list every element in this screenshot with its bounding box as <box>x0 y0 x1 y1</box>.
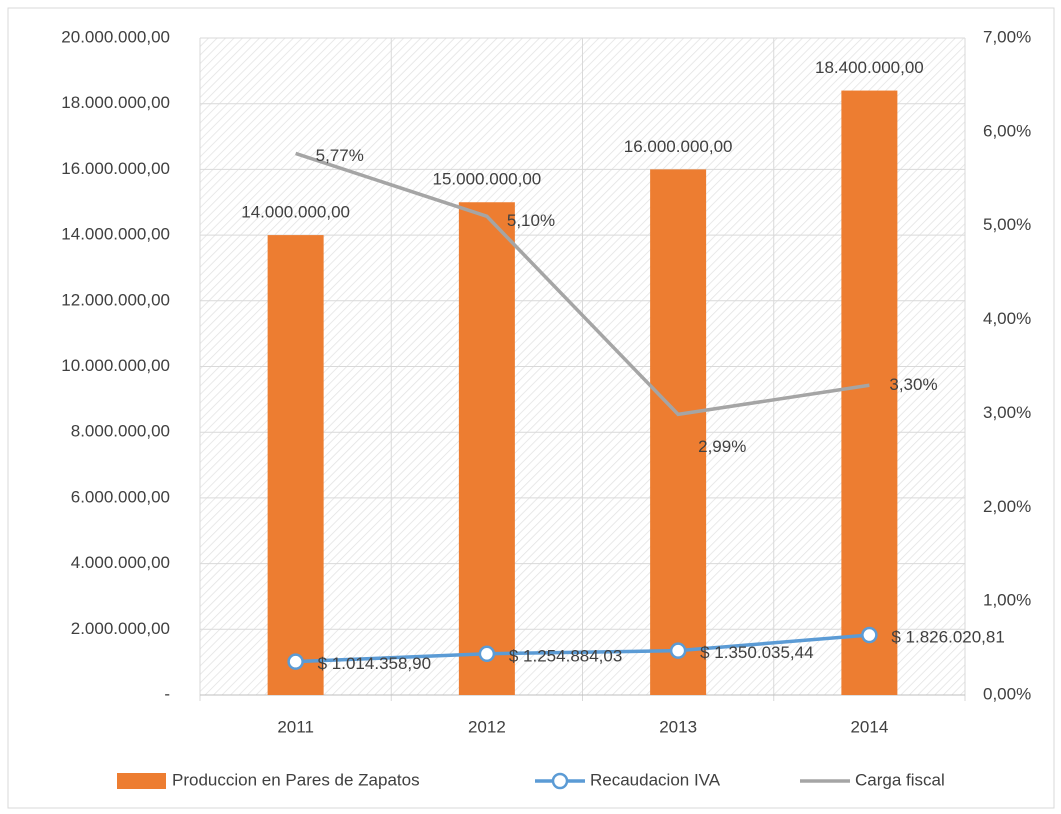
y-tick-label: - <box>164 684 170 703</box>
bar <box>267 235 324 695</box>
y-tick-label: 16.000.000,00 <box>61 159 170 178</box>
y-tick-label: 6.000.000,00 <box>71 487 170 506</box>
line <box>295 633 870 664</box>
y2-tick-label: 2,00% <box>983 497 1031 516</box>
marker <box>669 642 687 659</box>
data-label: 18.400.000,00 <box>815 58 924 77</box>
y-tick-label: 18.000.000,00 <box>61 93 170 112</box>
x-tick-label: 2014 <box>850 717 888 736</box>
y2-tick-label: 7,00% <box>983 27 1031 46</box>
data-label: $ 1.826.020,81 <box>891 627 1004 646</box>
legend-swatch <box>117 773 166 789</box>
x-tick-label: 2011 <box>277 717 314 736</box>
legend-marker <box>551 772 569 790</box>
data-label: 15.000.000,00 <box>433 170 542 189</box>
y-tick-label: 8.000.000,00 <box>71 422 170 441</box>
legend-label: Produccion en Pares de Zapatos <box>172 770 420 789</box>
data-label: $ 1.350.035,44 <box>700 643 813 662</box>
x-tick-label: 2012 <box>468 717 506 736</box>
y2-tick-label: 0,00% <box>983 684 1031 703</box>
data-label: $ 1.014.358,90 <box>318 654 431 673</box>
y-tick-label: 10.000.000,00 <box>61 356 170 375</box>
y2-tick-label: 5,00% <box>983 215 1031 234</box>
bar <box>458 202 515 695</box>
y2-tick-label: 3,00% <box>983 403 1031 422</box>
bar <box>650 169 707 695</box>
data-label: $ 1.254.884,03 <box>509 646 622 665</box>
data-label: 5,10% <box>507 211 555 230</box>
y-tick-label: 14.000.000,00 <box>61 225 170 244</box>
data-label: 2,99% <box>698 437 746 456</box>
marker <box>861 626 878 644</box>
x-tick-label: 2013 <box>659 717 697 736</box>
y-tick-label: 12.000.000,00 <box>61 290 170 309</box>
marker <box>478 645 496 663</box>
y2-tick-label: 6,00% <box>983 121 1031 140</box>
data-label: 5,77% <box>316 146 364 165</box>
y-tick-label: 2.000.000,00 <box>71 619 170 638</box>
data-label: 14.000.000,00 <box>241 203 350 222</box>
vertical-grid <box>199 38 966 701</box>
y2-tick-label: 1,00% <box>983 591 1031 610</box>
data-label: 3,30% <box>889 375 937 394</box>
y-tick-label: 20.000.000,00 <box>61 27 170 46</box>
y-tick-label: 4.000.000,00 <box>71 553 170 572</box>
data-label: 16.000.000,00 <box>624 137 733 156</box>
y2-tick-label: 4,00% <box>983 309 1031 328</box>
line <box>295 151 870 417</box>
marker <box>287 653 304 670</box>
bar <box>841 90 898 695</box>
legend-label: Carga fiscal <box>855 770 945 789</box>
legend-label: Recaudacion IVA <box>590 770 721 789</box>
